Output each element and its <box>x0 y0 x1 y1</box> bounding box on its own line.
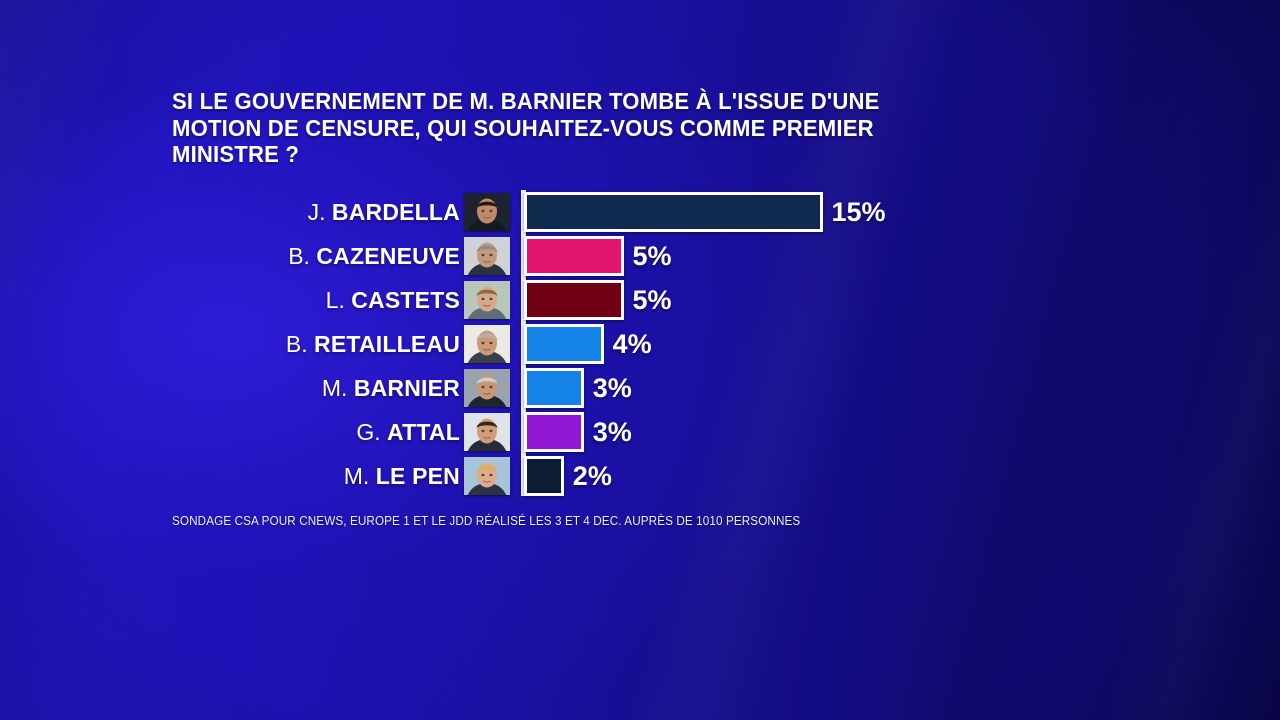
candidate-name: M. LE PEN <box>180 462 460 489</box>
bar-value-label: 3% <box>592 372 632 403</box>
bar-segment <box>524 324 604 364</box>
candidate-initial: B. <box>285 330 308 357</box>
bar-segment <box>524 456 564 496</box>
bar-row: J. BARDELLA 15% <box>0 190 1280 234</box>
candidate-initial: B. <box>288 242 310 269</box>
candidate-initial: L. <box>325 286 345 313</box>
bar-group: 5% <box>524 280 672 320</box>
portrait-cazeneuve <box>464 237 510 275</box>
candidate-surname: RETAILLEAU <box>314 330 460 357</box>
bar-segment <box>524 412 584 452</box>
bar-row: B. CAZENEUVE 5% <box>0 234 1280 278</box>
candidate-name: M. BARNIER <box>180 374 460 401</box>
candidate-surname: ATTAL <box>387 418 460 445</box>
candidate-surname: CASTETS <box>351 286 460 313</box>
bar-chart: J. BARDELLA 15% B. CAZENEUVE 5% L. CASTETS 5%… <box>0 190 1280 498</box>
candidate-surname: BARDELLA <box>331 198 460 225</box>
bar-value-label: 4% <box>612 328 652 359</box>
bar-value-label: 5% <box>632 284 672 315</box>
page-title: SI LE GOUVERNEMENT DE M. BARNIER TOMBE À… <box>172 88 880 167</box>
bar-row: G. ATTAL 3% <box>0 410 1280 454</box>
bar-group: 5% <box>524 236 672 276</box>
portrait-retailleau <box>464 325 510 363</box>
bar-group: 4% <box>524 324 652 364</box>
candidate-surname: LE PEN <box>375 462 460 489</box>
bar-value-label: 2% <box>572 460 612 491</box>
bar-group: 2% <box>524 456 612 496</box>
candidate-name: B. CAZENEUVE <box>180 242 460 269</box>
bar-group: 15% <box>524 192 886 232</box>
bar-row: B. RETAILLEAU 4% <box>0 322 1280 366</box>
bar-group: 3% <box>524 412 632 452</box>
bar-segment <box>524 368 584 408</box>
portrait-bardella <box>464 193 510 231</box>
candidate-initial: J. <box>307 198 326 225</box>
candidate-surname: CAZENEUVE <box>316 242 460 269</box>
portrait-lepen <box>464 457 510 495</box>
chart-axis-line <box>521 190 526 496</box>
bar-value-label: 5% <box>632 240 672 271</box>
portrait-barnier <box>464 369 510 407</box>
bar-segment <box>524 236 624 276</box>
candidate-name: G. ATTAL <box>180 418 460 445</box>
candidate-surname: BARNIER <box>353 374 460 401</box>
candidate-initial: M. <box>321 374 348 401</box>
candidate-name: B. RETAILLEAU <box>180 330 460 357</box>
candidate-initial: M. <box>343 462 370 489</box>
candidate-initial: G. <box>356 418 381 445</box>
bar-group: 3% <box>524 368 632 408</box>
bar-value-label: 3% <box>592 416 632 447</box>
candidate-name: L. CASTETS <box>180 286 460 313</box>
portrait-castets <box>464 281 510 319</box>
portrait-attal <box>464 413 510 451</box>
bar-segment <box>524 192 823 232</box>
bar-row: L. CASTETS 5% <box>0 278 1280 322</box>
candidate-name: J. BARDELLA <box>180 198 460 225</box>
bar-rows: J. BARDELLA 15% B. CAZENEUVE 5% L. CASTETS 5%… <box>0 190 1280 498</box>
source-note: SONDAGE CSA POUR CNEWS, EUROPE 1 ET LE J… <box>172 514 801 528</box>
bar-row: M. BARNIER 3% <box>0 366 1280 410</box>
bar-value-label: 15% <box>831 196 886 227</box>
bar-segment <box>524 280 624 320</box>
bar-row: M. LE PEN 2% <box>0 454 1280 498</box>
